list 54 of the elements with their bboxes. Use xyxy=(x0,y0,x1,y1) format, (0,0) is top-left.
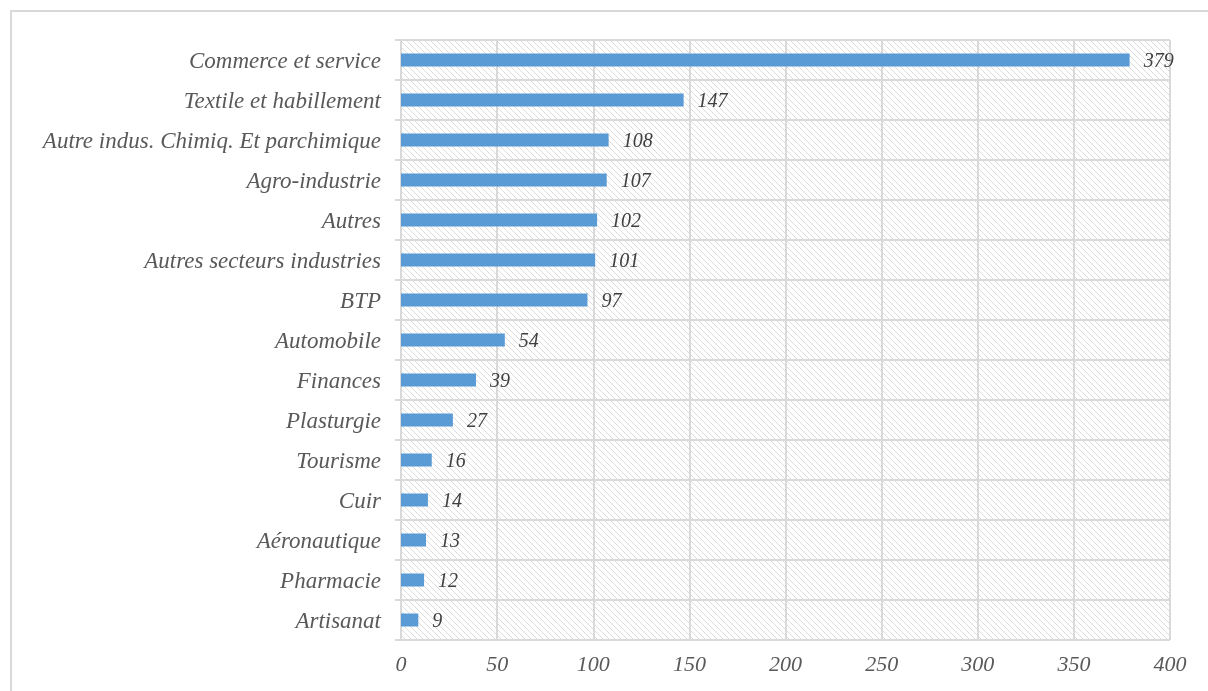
y-tick-label: Aéronautique xyxy=(254,527,381,553)
bar xyxy=(401,133,609,147)
x-tick-label: 0 xyxy=(395,650,407,676)
y-tick-label: Autres xyxy=(319,207,382,233)
data-label: 102 xyxy=(611,209,642,231)
y-tick-label: Commerce et service xyxy=(188,47,381,73)
bar xyxy=(401,293,588,307)
data-label: 9 xyxy=(432,609,443,631)
x-tick-label: 150 xyxy=(672,650,706,676)
data-label: 16 xyxy=(445,449,466,471)
y-tick-label: BTP xyxy=(340,287,381,313)
y-tick-label: Artisanat xyxy=(293,607,382,633)
data-label: 54 xyxy=(518,329,539,351)
y-tick-label: Plasturgie xyxy=(285,407,381,433)
y-tick-label: Tourisme xyxy=(296,447,381,473)
bar xyxy=(401,53,1130,67)
x-tick-label: 50 xyxy=(486,650,509,676)
data-label: 108 xyxy=(622,129,653,151)
bar xyxy=(401,173,607,187)
y-tick-label: Automobile xyxy=(272,327,381,353)
bar xyxy=(401,93,684,107)
bar xyxy=(401,413,453,427)
y-tick-label: Finances xyxy=(295,367,382,393)
data-label: 39 xyxy=(488,369,510,391)
y-tick-label: Agro-industrie xyxy=(244,167,381,193)
bar xyxy=(401,333,505,347)
x-tick-label: 250 xyxy=(865,650,899,676)
x-tick-label: 200 xyxy=(769,650,802,676)
bar xyxy=(401,373,476,387)
bar xyxy=(401,613,419,627)
data-label: 12 xyxy=(438,569,459,591)
data-label: 97 xyxy=(601,289,623,311)
x-tick-label: 400 xyxy=(1153,650,1187,676)
bar xyxy=(401,533,426,547)
data-label: 27 xyxy=(466,409,488,431)
bar xyxy=(401,493,428,507)
x-tick-label: 100 xyxy=(576,650,610,676)
data-label: 101 xyxy=(609,249,640,271)
bar xyxy=(401,213,598,227)
data-label: 379 xyxy=(1142,49,1174,71)
y-tick-label: Textile et habillement xyxy=(183,87,382,113)
data-label: 13 xyxy=(439,529,460,551)
bar xyxy=(401,253,596,267)
data-label: 107 xyxy=(620,169,652,191)
bar xyxy=(401,453,432,467)
y-tick-label: Autres secteurs industries xyxy=(142,247,382,273)
x-tick-label: 300 xyxy=(960,650,995,676)
data-label: 147 xyxy=(697,89,729,111)
data-label: 14 xyxy=(441,489,462,511)
y-tick-label: Cuir xyxy=(338,487,383,513)
bar xyxy=(401,573,425,587)
x-tick-label: 350 xyxy=(1056,650,1091,676)
y-tick-label: Autre indus. Chimiq. Et parchimique xyxy=(40,127,381,153)
y-tick-label: Pharmacie xyxy=(279,567,381,593)
